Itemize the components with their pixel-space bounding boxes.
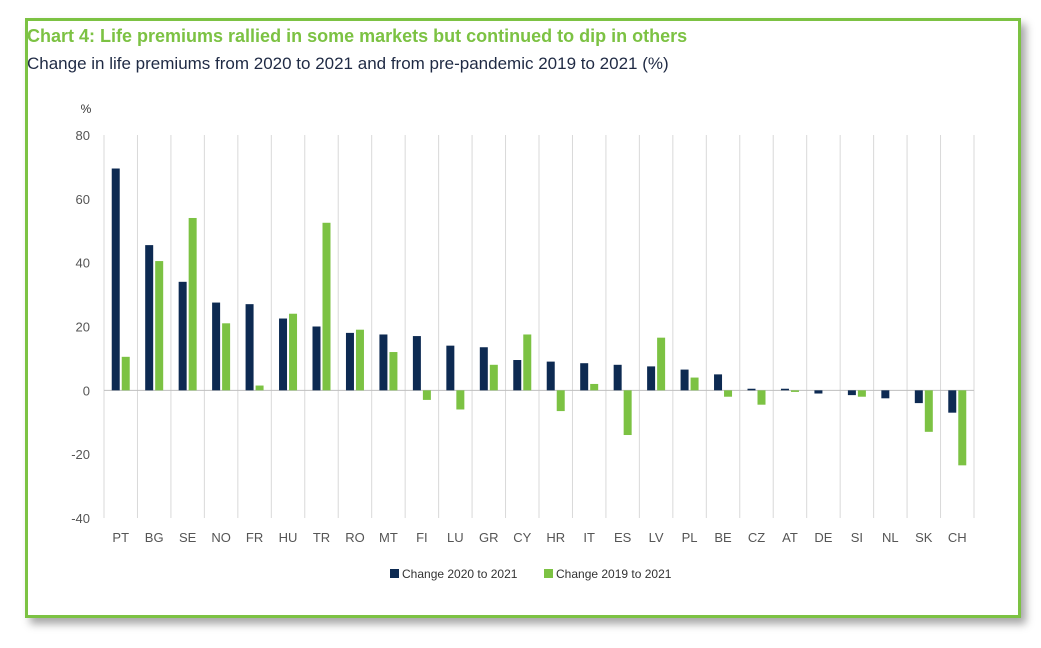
y-unit-label: %	[81, 102, 92, 116]
x-tick-label-fr: FR	[246, 530, 263, 545]
legend-label-series-2: Change 2019 to 2021	[556, 567, 672, 581]
x-tick-label-si: SI	[851, 530, 863, 545]
x-tick-label-ch: CH	[948, 530, 967, 545]
x-tick-label-no: NO	[211, 530, 231, 545]
bar-sk-series-2	[924, 390, 933, 432]
bar-no-series-2	[222, 323, 231, 391]
bar-fi-series-2	[422, 390, 431, 400]
bar-cz-series-1	[747, 388, 756, 391]
bar-lv-series-1	[647, 366, 656, 391]
x-tick-label-tr: TR	[313, 530, 330, 545]
bar-pl-series-2	[690, 377, 699, 391]
bar-sk-series-1	[914, 390, 923, 404]
bar-lu-series-1	[446, 345, 455, 391]
bar-bg-series-2	[155, 261, 164, 391]
bar-be-series-1	[714, 374, 723, 391]
bar-hu-series-2	[289, 313, 298, 391]
legend-swatch-series-1	[390, 569, 399, 578]
y-tick-label: 60	[76, 192, 90, 207]
bar-de-series-1	[814, 390, 823, 394]
bar-lu-series-2	[456, 390, 465, 410]
bar-gr-series-1	[479, 347, 488, 391]
y-tick-label: 40	[76, 256, 90, 271]
bar-fr-series-2	[255, 385, 264, 391]
x-axis-ticks: PT BG SE NO FR HU TR RO MT FI LU GR CY HR IT ES LV PL BE CZ…	[112, 530, 966, 545]
bar-es-series-2	[623, 390, 632, 436]
bar-mt-series-2	[389, 352, 398, 391]
bars	[111, 168, 967, 466]
legend-label-series-1: Change 2020 to 2021	[402, 567, 518, 581]
bar-fi-series-1	[412, 336, 421, 391]
bar-at-series-1	[780, 388, 789, 391]
chart-subtitle: Change in life premiums from 2020 to 202…	[27, 54, 669, 73]
bar-pt-series-1	[111, 168, 120, 391]
bar-bg-series-1	[145, 245, 154, 391]
y-tick-label: 80	[76, 128, 90, 143]
x-tick-label-sk: SK	[915, 530, 933, 545]
bar-se-series-1	[178, 281, 187, 391]
bar-ch-series-2	[958, 390, 967, 466]
x-tick-label-pl: PL	[682, 530, 698, 545]
x-tick-label-lu: LU	[447, 530, 464, 545]
bar-cy-series-1	[513, 360, 522, 391]
x-tick-label-bg: BG	[145, 530, 164, 545]
bar-es-series-1	[613, 364, 622, 391]
bar-tr-series-2	[322, 222, 331, 391]
bar-fr-series-1	[245, 304, 254, 391]
bar-pl-series-1	[680, 369, 689, 391]
bar-lv-series-2	[657, 337, 666, 391]
bar-be-series-2	[724, 390, 733, 397]
x-tick-label-hr: HR	[546, 530, 565, 545]
bar-se-series-2	[188, 217, 197, 391]
legend-swatch-series-2	[544, 569, 553, 578]
bar-it-series-2	[590, 383, 599, 391]
legend: Change 2020 to 2021 Change 2019 to 2021	[390, 567, 672, 581]
bar-it-series-1	[580, 363, 589, 391]
y-tick-label: 20	[76, 320, 90, 335]
bar-ro-series-1	[345, 332, 354, 391]
bar-at-series-2	[790, 390, 799, 392]
x-tick-label-es: ES	[614, 530, 632, 545]
bar-ch-series-1	[948, 390, 957, 413]
bar-nl-series-1	[881, 390, 890, 399]
x-tick-label-pt: PT	[112, 530, 129, 545]
x-tick-label-it: IT	[583, 530, 595, 545]
x-tick-label-be: BE	[714, 530, 732, 545]
y-tick-label: -20	[71, 447, 90, 462]
x-tick-label-fi: FI	[416, 530, 428, 545]
x-tick-label-at: AT	[782, 530, 798, 545]
bar-hu-series-1	[279, 318, 288, 391]
y-tick-label: 0	[83, 383, 90, 398]
y-tick-label: -40	[71, 511, 90, 526]
bar-cy-series-2	[523, 334, 532, 391]
bar-gr-series-2	[489, 364, 498, 391]
bar-no-series-1	[212, 302, 221, 391]
grid-lines	[103, 135, 975, 518]
bar-tr-series-1	[312, 326, 321, 391]
bar-cz-series-2	[757, 390, 766, 405]
chart-title: Chart 4: Life premiums rallied in some m…	[27, 26, 688, 46]
bar-si-series-1	[847, 390, 856, 396]
bar-pt-series-2	[121, 356, 130, 391]
x-tick-label-cz: CZ	[748, 530, 765, 545]
bar-mt-series-1	[379, 334, 388, 391]
x-tick-label-lv: LV	[649, 530, 664, 545]
x-tick-label-mt: MT	[379, 530, 398, 545]
bar-ro-series-2	[355, 329, 364, 391]
x-tick-label-de: DE	[814, 530, 832, 545]
x-tick-label-nl: NL	[882, 530, 899, 545]
y-axis-ticks: 80 60 40 20 0 -20 -40	[71, 128, 90, 526]
bar-si-series-2	[857, 390, 866, 397]
bar-hr-series-1	[546, 361, 555, 391]
x-tick-label-gr: GR	[479, 530, 499, 545]
x-tick-label-hu: HU	[279, 530, 298, 545]
x-tick-label-se: SE	[179, 530, 197, 545]
x-tick-label-ro: RO	[345, 530, 365, 545]
bar-hr-series-2	[556, 390, 565, 412]
x-tick-label-cy: CY	[513, 530, 531, 545]
